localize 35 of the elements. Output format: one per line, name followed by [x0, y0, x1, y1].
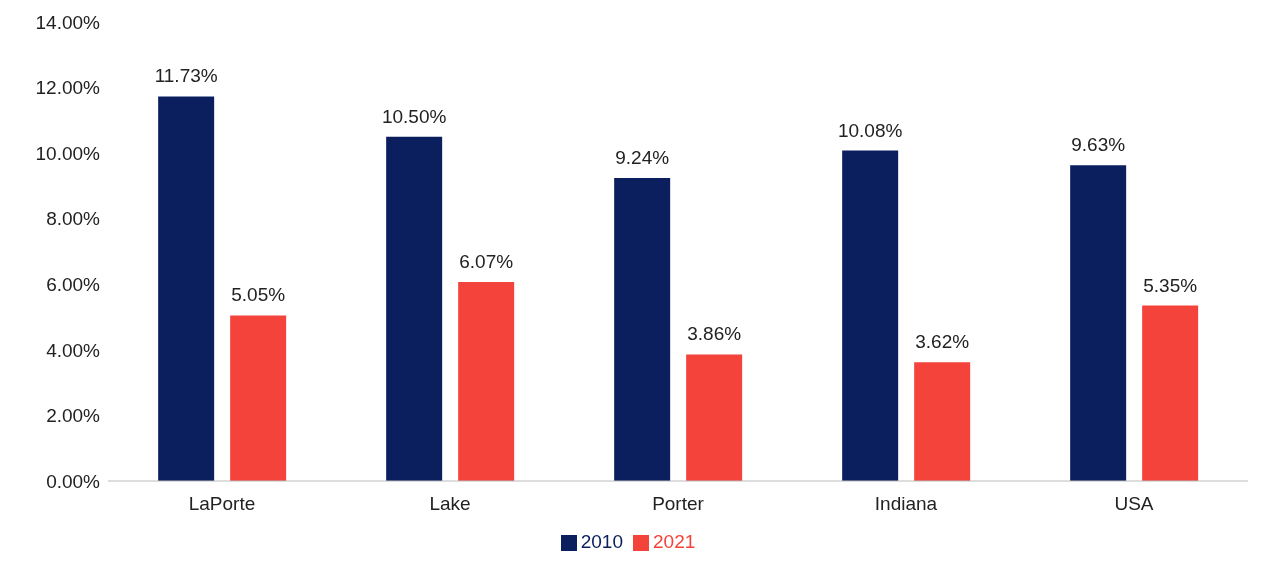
legend-label: 2010: [580, 531, 623, 552]
bar: [386, 136, 443, 481]
bar: [914, 362, 971, 481]
bar: [458, 281, 515, 481]
y-tick-label: 8.00%: [46, 208, 101, 230]
x-tick-label: LaPorte: [188, 493, 256, 515]
data-label: 5.05%: [231, 284, 286, 306]
data-label: 3.86%: [687, 323, 742, 345]
x-tick-label: Indiana: [874, 493, 938, 515]
bar: [614, 178, 671, 481]
data-label: 9.63%: [1071, 134, 1126, 156]
x-tick-label: Porter: [652, 493, 705, 515]
x-tick-label: USA: [1114, 493, 1154, 515]
x-tick-label: Lake: [429, 493, 471, 515]
data-label: 10.08%: [837, 119, 903, 141]
y-tick-label: 14.00%: [35, 11, 101, 33]
bar: [1142, 305, 1199, 481]
bar: [686, 354, 743, 481]
data-label: 10.50%: [381, 105, 447, 127]
y-tick-label: 12.00%: [35, 77, 101, 99]
y-tick-label: 0.00%: [46, 470, 101, 492]
y-tick-label: 4.00%: [46, 339, 101, 361]
bar: [1070, 165, 1127, 481]
data-label: 3.62%: [915, 331, 970, 353]
bar: [842, 150, 899, 481]
y-tick-label: 10.00%: [35, 142, 101, 164]
bar: [230, 315, 287, 481]
y-tick-label: 6.00%: [46, 274, 101, 296]
data-label: 9.24%: [615, 147, 670, 169]
data-label: 5.35%: [1143, 274, 1198, 296]
y-tick-label: 2.00%: [46, 405, 101, 427]
data-label: 11.73%: [154, 65, 218, 87]
legend-label: 2021: [653, 531, 696, 552]
bar: [158, 96, 215, 481]
data-label: 6.07%: [459, 250, 514, 272]
